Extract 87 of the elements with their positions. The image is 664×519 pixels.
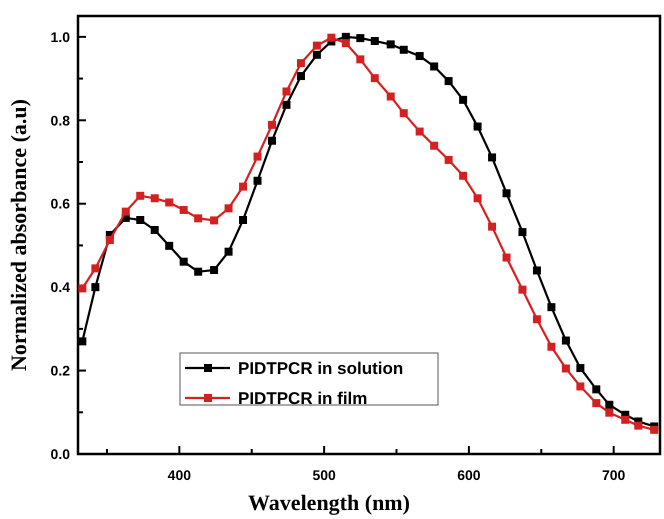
point: [165, 242, 174, 250]
point: [91, 264, 100, 272]
point: [296, 72, 305, 80]
point: [224, 204, 233, 212]
point: [254, 152, 262, 161]
point: [576, 364, 584, 372]
x-axis-title: Wavelength (nm): [248, 490, 410, 515]
point: [488, 153, 496, 162]
point: [416, 52, 424, 60]
point: [370, 37, 379, 46]
point: [342, 39, 350, 48]
point: [122, 208, 130, 216]
point: [106, 236, 114, 244]
y-tick-label: 0.2: [50, 362, 70, 379]
point: [312, 42, 321, 50]
point: [210, 266, 218, 274]
point: [210, 216, 218, 224]
point: [370, 74, 379, 82]
point: [165, 198, 174, 206]
point: [547, 342, 556, 351]
legend-label: PIDTPCR in film: [238, 389, 368, 408]
point: [502, 254, 511, 262]
point: [180, 258, 188, 266]
point: [444, 77, 453, 86]
point: [194, 268, 202, 276]
x-tick-label: 500: [312, 467, 336, 483]
point: [502, 189, 511, 198]
legend-label: PIDTPCR in solution: [238, 359, 404, 378]
point: [78, 284, 86, 292]
point: [239, 182, 248, 191]
point: [430, 142, 438, 150]
y-tick-label: 0.8: [50, 112, 70, 128]
point: [621, 416, 630, 424]
point: [282, 88, 290, 96]
point: [400, 46, 408, 54]
x-tick-label: 600: [457, 467, 481, 483]
x-tick-label: 400: [168, 467, 192, 483]
point: [268, 120, 276, 129]
point: [136, 192, 144, 200]
point: [592, 385, 600, 394]
point: [312, 50, 321, 59]
point: [634, 422, 642, 430]
point: [576, 382, 584, 390]
point: [400, 109, 408, 118]
point: [444, 156, 453, 164]
x-tick-label: 700: [602, 467, 626, 483]
point: [150, 194, 159, 202]
point: [562, 336, 570, 345]
y-tick-label: 1.0: [50, 28, 70, 45]
point: [136, 216, 144, 224]
point: [327, 34, 336, 42]
point: [386, 40, 395, 48]
y-tick-label: 0.0: [50, 446, 70, 462]
point: [356, 55, 364, 64]
point: [180, 206, 188, 214]
point: [474, 194, 482, 202]
point: [518, 228, 526, 236]
point: [547, 303, 556, 312]
point: [605, 408, 614, 417]
point: [488, 222, 496, 231]
point: [459, 172, 468, 180]
point: [150, 226, 159, 234]
point: [474, 122, 482, 131]
point: [532, 266, 541, 274]
point: [91, 283, 100, 292]
point: [416, 128, 424, 136]
point: [592, 399, 600, 408]
point: [532, 315, 541, 324]
y-tick-label: 0.6: [50, 196, 70, 212]
point: [562, 364, 570, 372]
point: [268, 136, 276, 145]
point: [296, 59, 305, 68]
point: [518, 286, 526, 294]
point: [459, 96, 468, 104]
point: [254, 176, 262, 185]
point: [239, 216, 248, 224]
y-tick-label: 0.4: [50, 279, 70, 296]
point: [282, 100, 290, 109]
point: [78, 337, 86, 346]
point: [650, 426, 658, 434]
point: [194, 214, 202, 222]
point: [356, 34, 364, 42]
point: [430, 62, 438, 70]
point: [605, 400, 614, 409]
point: [386, 92, 395, 101]
point: [224, 248, 233, 256]
y-axis-title: Normalized absorbance (a.u): [6, 99, 31, 371]
